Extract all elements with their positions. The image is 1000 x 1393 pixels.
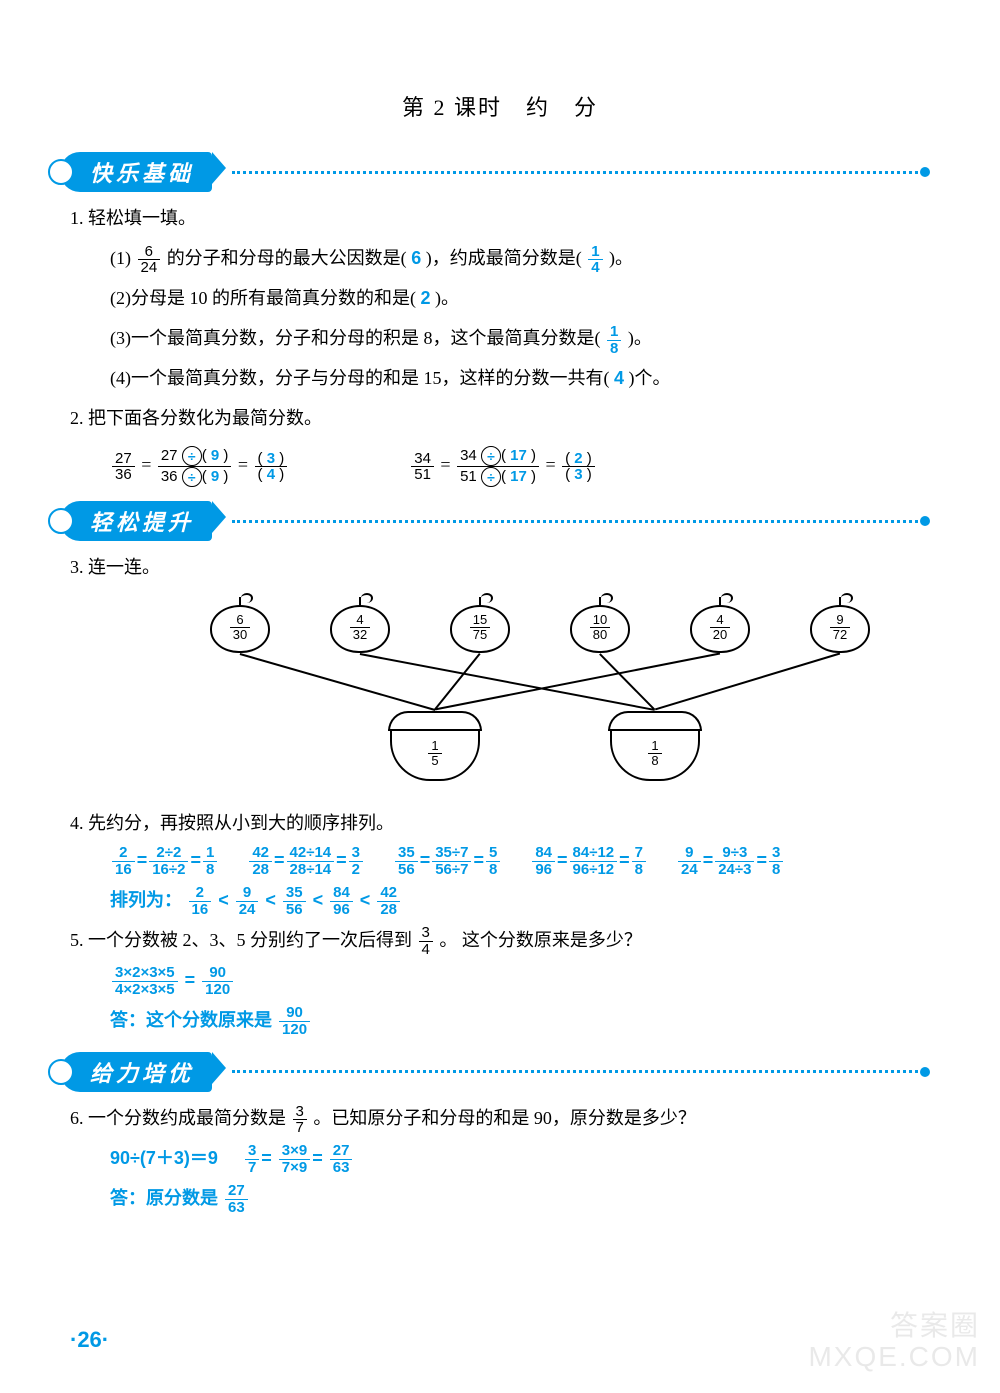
divider	[232, 171, 918, 174]
reduction-step: 3556=35÷756÷7=58	[393, 845, 502, 878]
match-line	[599, 653, 655, 710]
reduction-step: 4228=42÷1428÷14=32	[247, 845, 365, 878]
text: 的分子和分母的最大公因数是(	[167, 248, 412, 268]
fraction-result: ( 3 ) ( 4 )	[255, 451, 288, 484]
reduction-step: 216=2÷216÷2=18	[110, 845, 219, 878]
q4-order: 排列为： 216 < 924 < 3556 < 8496 < 4228	[70, 882, 930, 918]
q2-equations: 27 36 = 27 ÷( 9 ) 36 ÷( 9 ) = ( 3 ) ( 4 …	[110, 446, 930, 487]
q4-workings: 216=2÷216÷2=18 4228=42÷1428÷14=32 3556=35÷…	[110, 845, 930, 878]
q2-left: 27 36 = 27 ÷( 9 ) 36 ÷( 9 ) = ( 3 ) ( 4 …	[110, 446, 289, 487]
basket-icon: 18	[610, 725, 700, 781]
label: 排列为：	[110, 890, 182, 910]
divider-end	[920, 1067, 930, 1077]
fraction: 630	[230, 613, 250, 641]
fraction-calc: 3×2×3×5 4×2×3×5	[112, 965, 178, 998]
text: )个。	[629, 368, 671, 388]
text: )，约成最简分数是(	[426, 248, 587, 268]
q6-head: 6. 一个分数约成最简分数是 3 7 。已知原分子和分母的和是 90，原分数是多…	[70, 1100, 930, 1136]
fraction: 3×9 7×9	[279, 1143, 310, 1176]
section-3-pill: 给力培优	[60, 1052, 212, 1092]
fraction: 15	[428, 739, 441, 767]
fraction: 27 63	[225, 1183, 248, 1216]
basket-icon: 15	[390, 725, 480, 781]
answer: 6	[411, 248, 421, 268]
section-1-header: 快乐基础	[60, 152, 930, 192]
q5-calc: 3×2×3×5 4×2×3×5 = 90 120	[70, 962, 930, 998]
q1-1: (1) 6 24 的分子和分母的最大公因数是( 6 )，约成最简分数是( 1 4…	[70, 240, 930, 276]
text: (1)	[110, 248, 131, 268]
q6-answer: 答：原分数是 27 63	[70, 1180, 930, 1216]
answer-fraction: 1 4	[588, 244, 602, 277]
divider	[232, 1070, 918, 1073]
q1-3: (3)一个最简真分数，分子和分母的积是 8，这个最简真分数是( 1 8 )。	[70, 320, 930, 356]
reduction-step: 8496=84÷1296÷12=78	[530, 845, 648, 878]
fraction-result: 90 120	[202, 965, 233, 998]
text: (4)一个最简真分数，分子与分母的和是 15，这样的分数一共有(	[110, 368, 614, 388]
worksheet-page: 第 2 课时 约 分 快乐基础 1. 轻松填一填。 (1) 6 24 的分子和分…	[0, 0, 1000, 1393]
apple-icon: 432	[330, 605, 390, 653]
answer: 4	[614, 368, 624, 388]
fraction: 18	[648, 739, 661, 767]
apple-icon: 1575	[450, 605, 510, 653]
apple-icon: 420	[690, 605, 750, 653]
op-circle: ÷	[182, 446, 202, 466]
divider-end	[920, 516, 930, 526]
q3-head: 3. 连一连。	[70, 549, 930, 585]
text: )。	[628, 328, 652, 348]
section-2-header: 轻松提升	[60, 501, 930, 541]
section-1-pill: 快乐基础	[60, 152, 212, 192]
fraction: 420	[710, 613, 730, 641]
fraction-step: 34 ÷( 17 ) 51 ÷( 17 )	[457, 446, 539, 487]
op-circle: ÷	[481, 446, 501, 466]
section-3-header: 给力培优	[60, 1052, 930, 1092]
text: (2)分母是 10 的所有最简真分数的和是(	[110, 288, 420, 308]
text: (3)一个最简真分数，分子和分母的积是 8，这个最简真分数是(	[110, 328, 605, 348]
fraction: 3 7	[245, 1143, 259, 1176]
fraction-result: ( 2 ) ( 3 )	[562, 451, 595, 484]
q6-calc: 90÷(7＋3)＝9 3 7 = 3×9 7×9 = 27 63	[70, 1140, 930, 1176]
q4-head: 4. 先约分，再按照从小到大的顺序排列。	[70, 805, 930, 841]
fraction-step: 27 ÷( 9 ) 36 ÷( 9 )	[158, 446, 232, 487]
fraction: 3 4	[419, 925, 433, 958]
fraction: 27 63	[330, 1143, 353, 1176]
apple-icon: 1080	[570, 605, 630, 653]
q1-2: (2)分母是 10 的所有最简真分数的和是( 2 )。	[70, 280, 930, 316]
watermark: 答案圈 MXQE.COM	[808, 1311, 980, 1373]
fraction: 1080	[590, 613, 610, 641]
fraction: 1575	[470, 613, 490, 641]
reduction-step: 924=9÷324÷3=38	[676, 845, 785, 878]
match-line	[655, 653, 840, 710]
q1-4: (4)一个最简真分数，分子与分母的和是 15，这样的分数一共有( 4 )个。	[70, 360, 930, 396]
q5-answer: 答：这个分数原来是 90 120	[70, 1002, 930, 1038]
fraction: 432	[350, 613, 370, 641]
q2-right: 34 51 = 34 ÷( 17 ) 51 ÷( 17 ) = ( 2 ) ( …	[409, 446, 597, 487]
op-circle: ÷	[481, 467, 501, 487]
calc-text: 90÷(7＋3)＝9	[110, 1148, 218, 1168]
q1-head: 1. 轻松填一填。	[70, 200, 930, 236]
matching-diagram: 630 432 1575 1080 420 972 15 18	[110, 595, 890, 795]
fraction: 27 36	[112, 451, 135, 484]
text: )。	[609, 248, 633, 268]
op-circle: ÷	[182, 467, 202, 487]
apple-icon: 630	[210, 605, 270, 653]
match-line	[360, 653, 655, 710]
q5-head: 5. 一个分数被 2、3、5 分别约了一次后得到 3 4 。 这个分数原来是多少…	[70, 922, 930, 958]
page-number: ·26·	[70, 1327, 109, 1353]
divider	[232, 520, 918, 523]
fraction: 90 120	[279, 1005, 310, 1038]
page-title: 第 2 课时 约 分	[70, 90, 930, 122]
answer: 2	[420, 288, 430, 308]
apple-icon: 972	[810, 605, 870, 653]
fraction: 6 24	[138, 244, 161, 277]
fraction: 34 51	[411, 451, 434, 484]
order-chain: 216 < 924 < 3556 < 8496 < 4228	[187, 890, 403, 910]
text: )。	[435, 288, 459, 308]
fraction: 972	[830, 613, 850, 641]
q2-head: 2. 把下面各分数化为最简分数。	[70, 400, 930, 436]
divider-end	[920, 167, 930, 177]
section-2-pill: 轻松提升	[60, 501, 212, 541]
fraction: 3 7	[293, 1104, 307, 1137]
answer-fraction: 1 8	[607, 324, 621, 357]
